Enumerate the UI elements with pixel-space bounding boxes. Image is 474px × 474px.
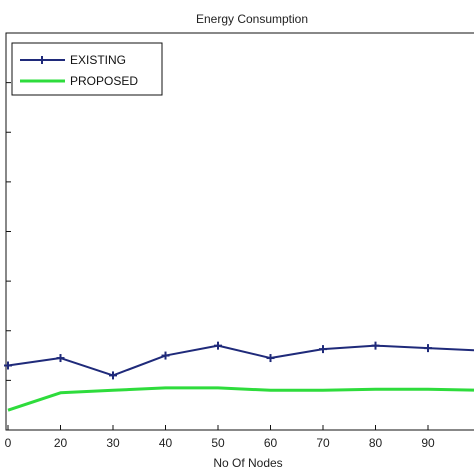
legend: EXISTING PROPOSED: [11, 42, 163, 96]
x-axis-ticks: 0 20 30 40 50 60 70 80 90: [5, 425, 435, 450]
data-point-existing: [109, 371, 117, 380]
x-tick-label: 0: [5, 436, 12, 450]
data-point-existing: [161, 351, 170, 360]
data-point-existing: [266, 354, 275, 363]
x-tick-label: 90: [421, 436, 435, 450]
data-point-existing: [214, 341, 222, 350]
chart-title: Energy Consumption: [196, 12, 308, 26]
legend-box: [11, 42, 163, 96]
data-point-existing: [424, 344, 432, 353]
legend-label-existing: EXISTING: [70, 53, 126, 67]
data-point-existing: [319, 345, 327, 354]
data-point-existing: [56, 354, 65, 363]
x-tick-label: 50: [211, 436, 225, 450]
legend-label-proposed: PROPOSED: [70, 74, 138, 88]
x-tick-label: 60: [264, 436, 278, 450]
series-line-proposed: [7, 386, 474, 412]
x-tick-label: 30: [106, 436, 120, 450]
x-tick-label: 20: [54, 436, 68, 450]
series-line-existing: [7, 344, 474, 377]
x-tick-label: 70: [316, 436, 330, 450]
data-point-existing: [371, 341, 380, 350]
series-layer: [4, 341, 474, 412]
x-axis-label: No Of Nodes: [213, 456, 282, 470]
y-axis-ticks: [6, 82, 11, 381]
x-tick-label: 80: [369, 436, 383, 450]
x-tick-label: 40: [159, 436, 173, 450]
data-point-existing: [4, 361, 12, 370]
